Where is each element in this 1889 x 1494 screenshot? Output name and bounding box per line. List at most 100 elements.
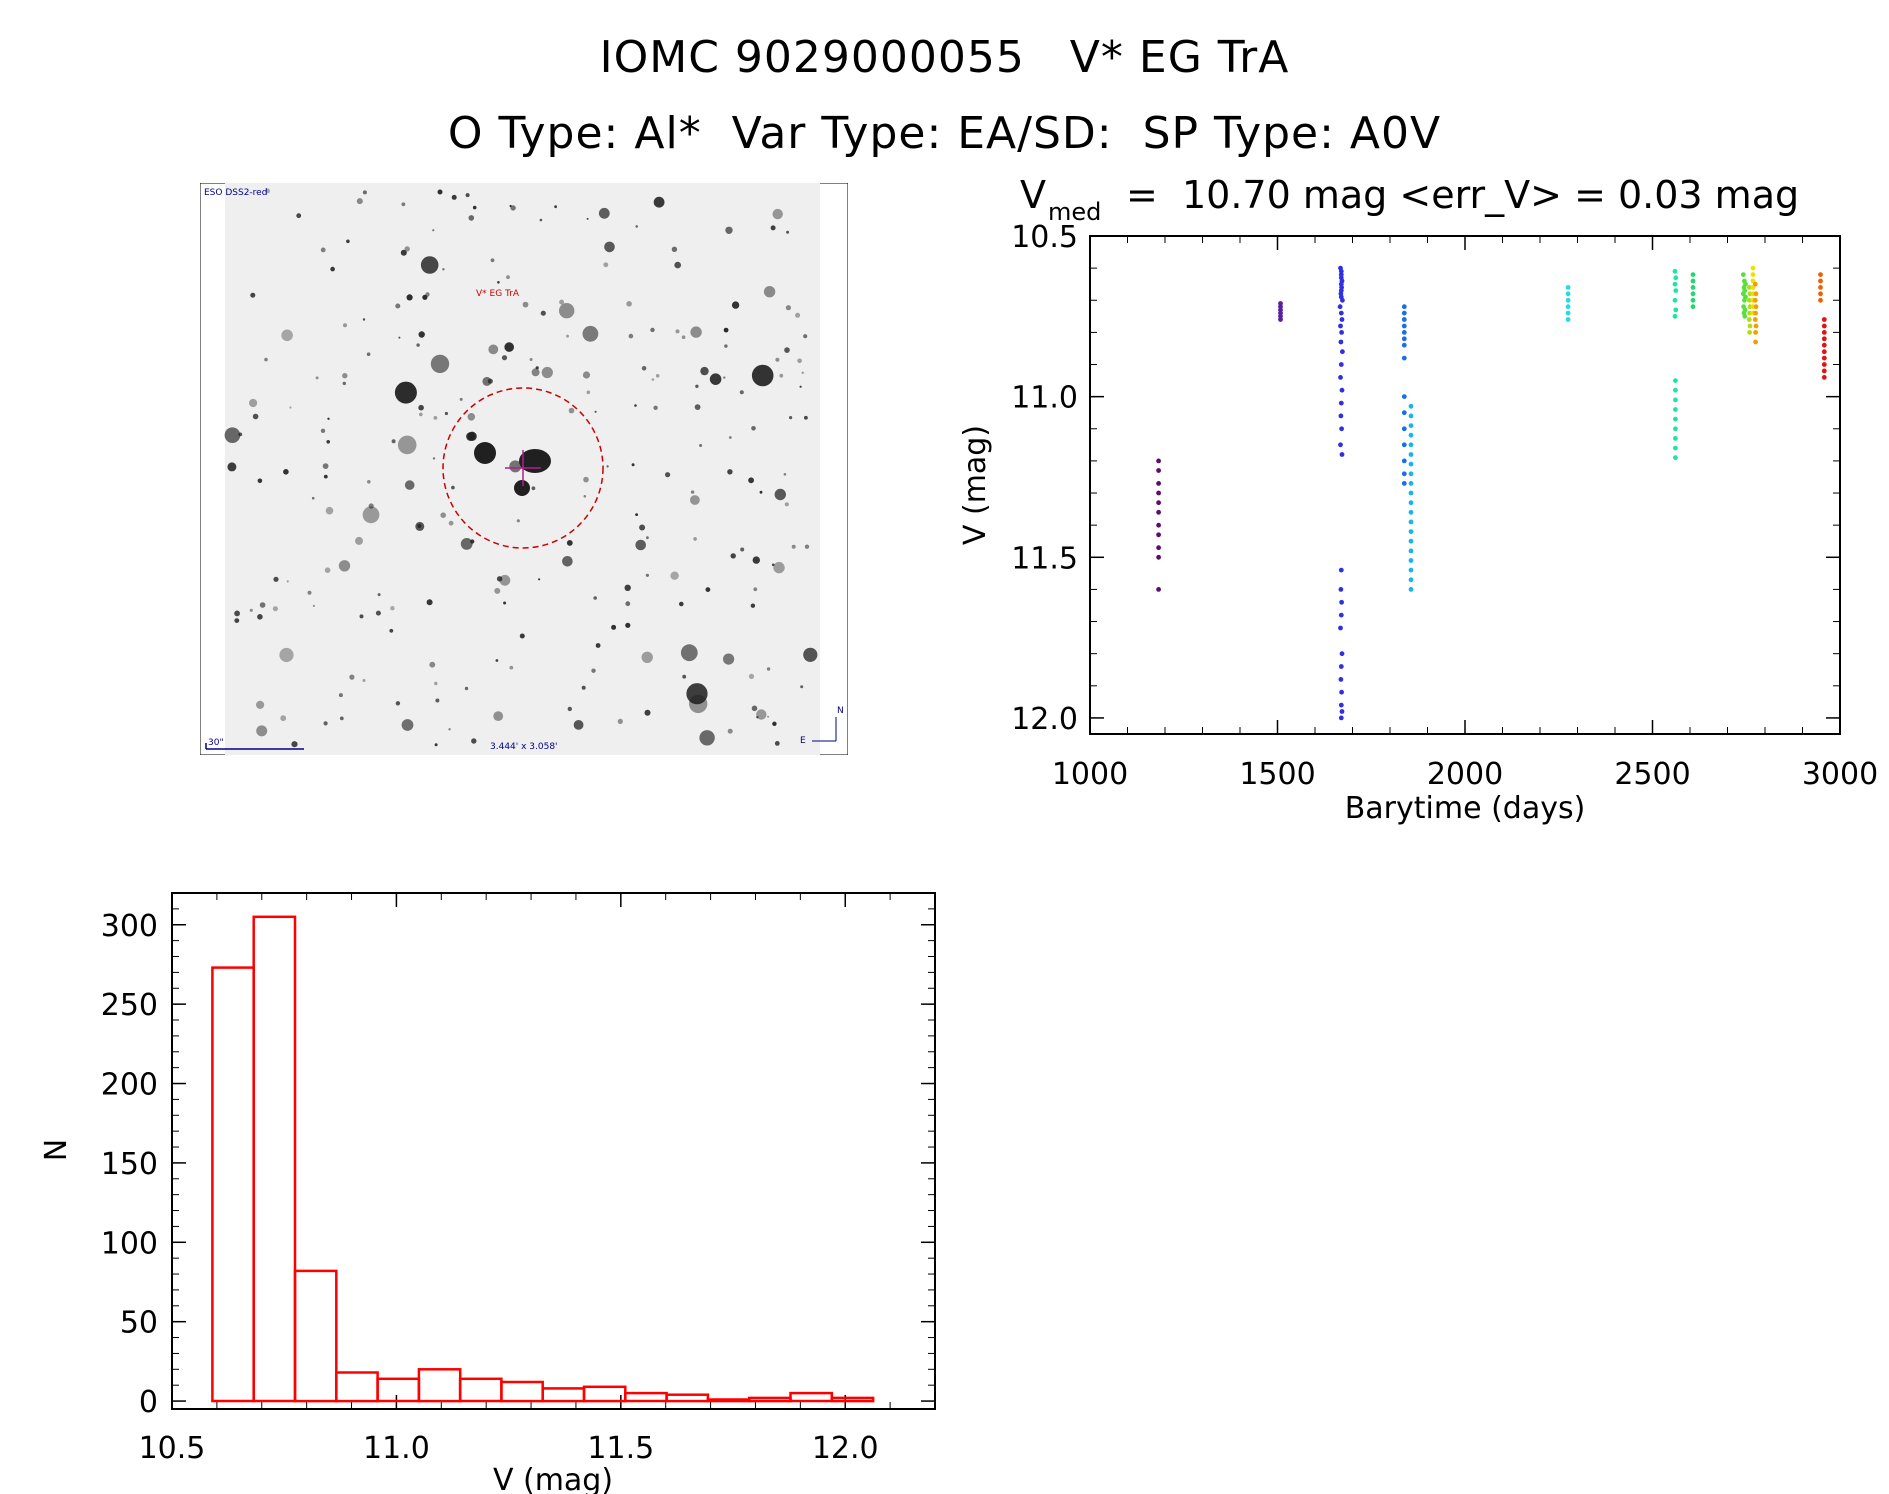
lc-point-s13 (1818, 272, 1823, 277)
lc-ytick-label: 11.5 (1011, 541, 1078, 576)
lc-point-s3 (1339, 651, 1345, 657)
finder-star (389, 628, 394, 633)
finder-star (763, 286, 776, 298)
finder-star (566, 334, 569, 338)
lc-xtick-label: 1000 (1052, 757, 1128, 792)
finder-star (522, 301, 529, 308)
finder-star (366, 352, 371, 356)
finder-star (398, 336, 401, 339)
finder-star (338, 693, 343, 698)
lc-point-s6 (1565, 304, 1571, 310)
finder-star (804, 415, 808, 420)
finder-star (604, 241, 615, 253)
lc-point-s12 (1752, 317, 1758, 322)
finder-star (680, 644, 698, 662)
finder-star (748, 673, 755, 679)
finder-star (307, 590, 312, 595)
finder-star (390, 606, 395, 611)
finder-star (568, 407, 575, 414)
lc-point-s3 (1338, 567, 1344, 573)
finder-star (509, 460, 522, 473)
lc-point-s9 (1742, 288, 1748, 293)
target-star (519, 449, 551, 473)
lc-point-s5 (1408, 577, 1414, 583)
lc-xtick-label: 1500 (1239, 757, 1315, 792)
finder-star (675, 329, 680, 334)
lc-point-s14 (1821, 362, 1827, 367)
hist-bar (541, 1387, 586, 1403)
lc-point-s6 (1565, 317, 1571, 322)
lc-point-s1 (1156, 468, 1161, 473)
finder-star (444, 411, 448, 416)
histogram-xlabel: V (mag) (493, 1463, 613, 1494)
lc-point-s7 (1672, 268, 1678, 274)
finder-star (583, 476, 589, 483)
finder-star (325, 506, 334, 515)
finder-star (593, 596, 597, 600)
finder-star (279, 647, 294, 663)
lc-point-s7 (1673, 445, 1678, 451)
lc-point-s3 (1338, 268, 1344, 274)
finder-star (460, 538, 473, 550)
finder-star (249, 398, 258, 408)
lc-point-s5 (1408, 538, 1414, 544)
lc-point-s5 (1408, 509, 1414, 515)
finder-star (406, 294, 413, 301)
finder-star (362, 190, 367, 195)
finder-star (804, 544, 810, 549)
lc-point-s1 (1156, 458, 1161, 464)
lc-point-s5 (1408, 452, 1414, 457)
finder-star (598, 207, 610, 219)
finder-star (775, 357, 780, 362)
finder-star (339, 716, 344, 721)
finder-star (603, 262, 609, 268)
lc-point-s4 (1401, 394, 1407, 399)
lc-point-s5 (1408, 558, 1414, 563)
hist-bar (293, 1269, 338, 1403)
finder-star (472, 205, 477, 210)
lc-point-s14 (1821, 317, 1827, 322)
finder-star-field (224, 188, 818, 748)
finder-star (753, 587, 758, 592)
target-aperture-circle (442, 387, 604, 549)
finder-star (432, 229, 435, 232)
lc-point-s1 (1156, 587, 1161, 592)
finder-star (465, 193, 470, 198)
finder-star (400, 249, 407, 256)
finder-star (773, 561, 785, 574)
finder-star (631, 463, 635, 467)
finder-star (751, 426, 756, 431)
finder-star (224, 427, 241, 443)
finder-star (395, 701, 401, 706)
lc-point-s11 (1750, 310, 1756, 316)
hist-ytick-label: 50 (120, 1306, 158, 1341)
lc-point-s9 (1742, 313, 1748, 319)
finder-star (256, 725, 268, 737)
light-curve-title-main: V (1020, 173, 1046, 217)
hist-xtick-label: 12.0 (812, 1431, 879, 1466)
lc-xtick-label: 3000 (1802, 757, 1878, 792)
finder-star (425, 292, 430, 297)
finder-star (265, 188, 270, 194)
finder-star (416, 343, 420, 347)
finder-star (800, 685, 804, 689)
lc-point-s14 (1821, 375, 1827, 380)
histogram-frame (171, 892, 936, 1410)
lc-point-s8 (1690, 272, 1696, 277)
finder-star (490, 258, 495, 263)
hist-ytick-label: 150 (101, 1147, 158, 1182)
finder-star (435, 698, 440, 703)
lc-point-s9 (1742, 297, 1747, 303)
figure-title-line1: IOMC 9029000055 V* EG TrA (599, 32, 1290, 83)
hist-bar (211, 966, 255, 1403)
lc-point-s3 (1340, 349, 1345, 355)
finder-star (671, 246, 678, 252)
lc-point-s13 (1818, 291, 1823, 297)
lc-point-s4 (1401, 336, 1407, 342)
lc-point-s3 (1338, 272, 1344, 277)
lc-point-s3 (1338, 677, 1344, 682)
lc-point-s4 (1401, 410, 1407, 416)
finder-star (323, 474, 328, 479)
finder-star (626, 301, 632, 307)
lc-point-s3 (1338, 339, 1344, 345)
